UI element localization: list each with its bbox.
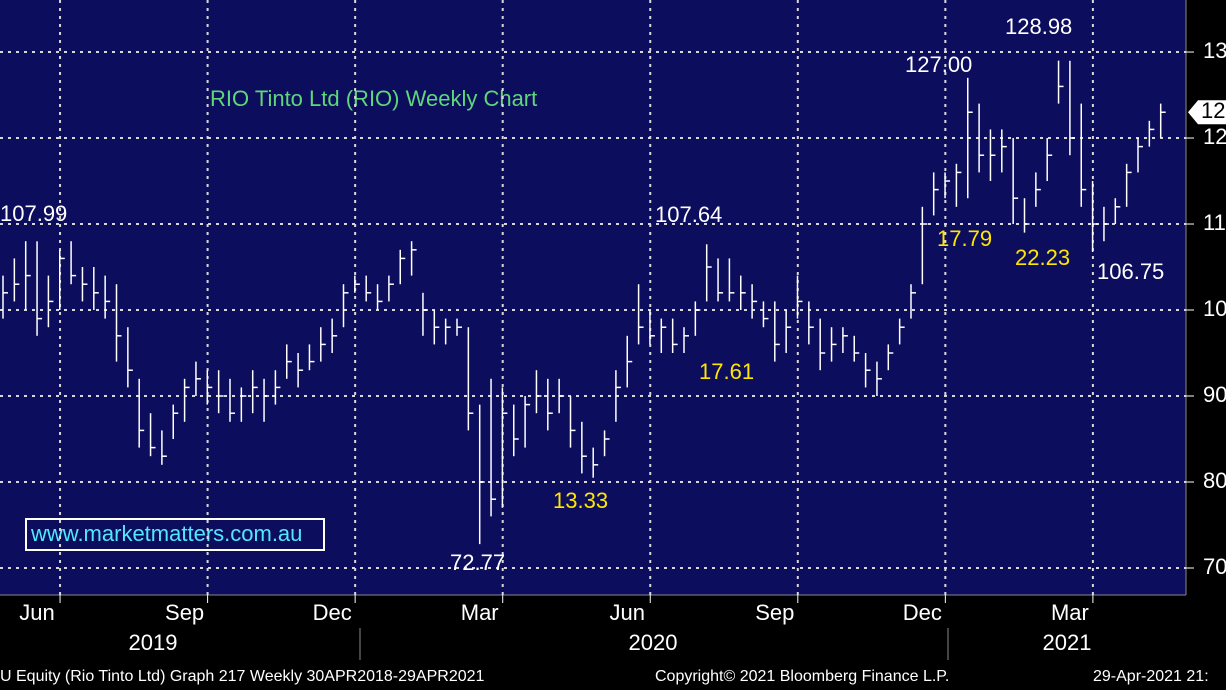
year-label: 2021	[1043, 630, 1092, 655]
footer: 29-Apr-2021 21:	[1093, 668, 1209, 685]
y-tick-label: 70	[1203, 554, 1226, 579]
x-tick-label: Jun	[610, 600, 645, 625]
y-tick-label: 90	[1203, 382, 1226, 407]
x-tick-label: Sep	[755, 600, 794, 625]
annotation: 107.64	[655, 202, 722, 227]
annotation: 107.99	[0, 201, 67, 226]
y-tick-label: 120	[1203, 124, 1226, 149]
x-tick-label: Sep	[165, 600, 204, 625]
last-price-tag	[1188, 100, 1226, 125]
year-label: 2019	[129, 630, 178, 655]
watermark-box	[25, 518, 325, 551]
annotation: 17.79	[937, 226, 992, 251]
plot-background	[0, 0, 1186, 595]
x-tick-label: Mar	[461, 600, 499, 625]
x-tick-label: Jun	[19, 600, 54, 625]
footer: U Equity (Rio Tinto Ltd) Graph 217 Weekl…	[0, 668, 485, 685]
last-price-label: 123	[1201, 98, 1226, 123]
annotation: 106.75	[1097, 259, 1164, 284]
annotation: 128.98	[1005, 14, 1072, 39]
x-tick-label: Dec	[903, 600, 942, 625]
year-label: 2020	[629, 630, 678, 655]
annotation: 22.23	[1015, 245, 1070, 270]
footer: Copyright© 2021 Bloomberg Finance L.P.	[655, 668, 949, 685]
y-tick-label: 100	[1203, 296, 1226, 321]
x-tick-label: Dec	[313, 600, 352, 625]
y-tick-label: 130	[1203, 38, 1226, 63]
annotation: 127.00	[905, 52, 972, 77]
annotation: 13.33	[553, 488, 608, 513]
y-tick-label: 110	[1203, 210, 1226, 235]
y-tick-label: 80	[1203, 468, 1226, 493]
annotation: 17.61	[699, 359, 754, 384]
chart-title: RIO Tinto Ltd (RIO) Weekly Chart	[210, 86, 537, 111]
x-tick-label: Mar	[1051, 600, 1089, 625]
watermark: www.marketmatters.com.au	[30, 521, 302, 546]
annotation: 72.77	[450, 550, 505, 575]
